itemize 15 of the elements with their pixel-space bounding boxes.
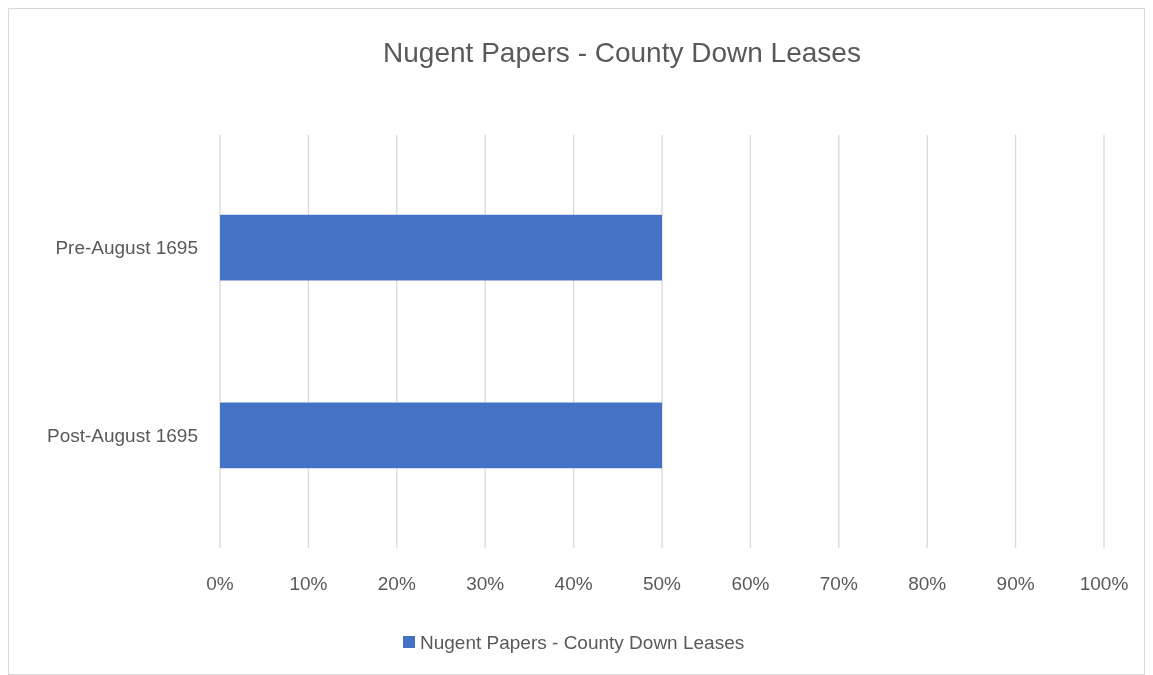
- x-tick-label: 0%: [206, 573, 234, 594]
- x-tick-label: 20%: [377, 573, 416, 594]
- x-tick-label: 70%: [819, 573, 858, 594]
- x-tick-label: 80%: [908, 573, 947, 594]
- x-tick-label: 10%: [289, 573, 328, 594]
- x-tick-label: 100%: [1079, 573, 1129, 594]
- x-tick-label: 30%: [466, 573, 505, 594]
- legend-label: Nugent Papers - County Down Leases: [420, 631, 745, 653]
- x-tick-label: 60%: [731, 573, 770, 594]
- x-tick-label: 50%: [642, 573, 682, 594]
- x-tick-label: 90%: [996, 573, 1035, 594]
- y-tick-label: Pre-August 1695: [55, 237, 198, 259]
- x-tick-label: 40%: [554, 573, 593, 594]
- chart-title: Nugent Papers - County Down Leases: [383, 37, 861, 68]
- y-tick-label: Post-August 1695: [46, 425, 198, 447]
